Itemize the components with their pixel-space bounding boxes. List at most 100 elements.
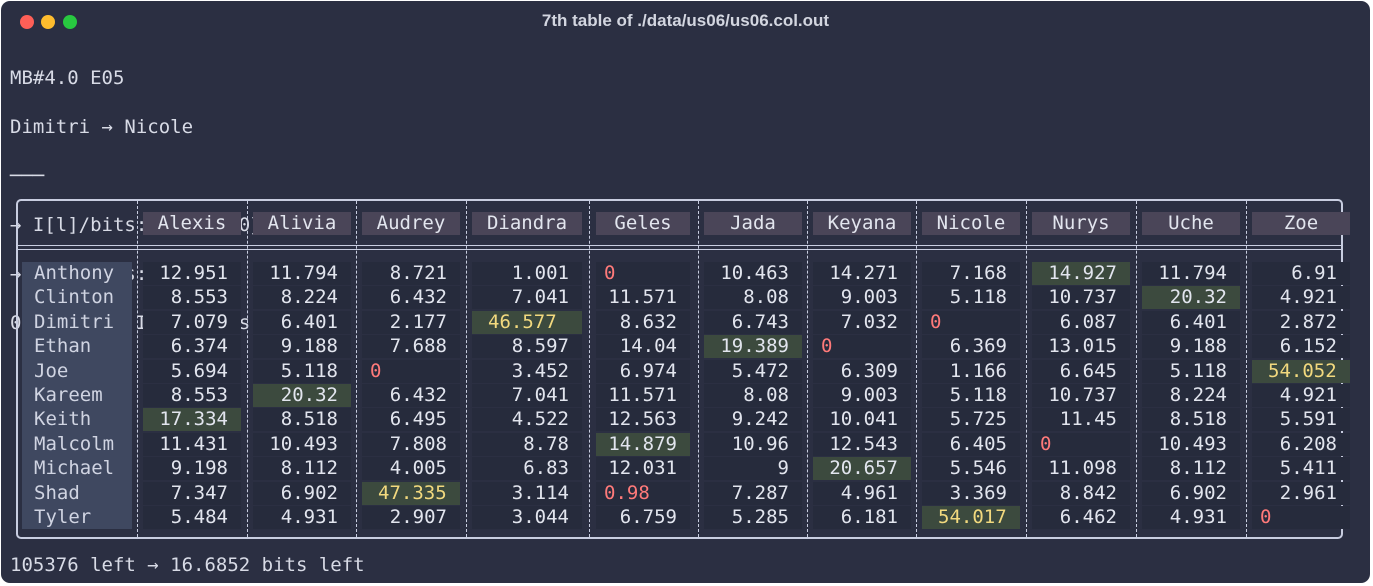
table-cell: 2.872 [1252,311,1350,334]
column-separator [916,201,917,537]
column-separator [137,201,138,537]
table-cell: 10.737 [1032,384,1130,407]
table-cell: 3.369 [922,482,1020,505]
table-cell: 9.188 [253,335,351,358]
table-cell: 14.04 [596,335,690,358]
table-cell: 3.452 [472,360,582,383]
table-cell: 0 [362,360,460,383]
table-cell: 12.563 [596,408,690,431]
table-cell: 8.08 [704,384,802,407]
title-bar: 7th table of ./data/us06/us06.col.out [1,1,1370,41]
table-cell: 0 [596,262,690,285]
table-cell: 8.78 [472,433,582,456]
row-label-column [22,262,132,529]
table-cell: 6.152 [1252,335,1350,358]
column-separator [698,201,699,537]
separator-line: ─── [10,164,45,187]
table-cell: 8.842 [1032,482,1130,505]
column-header: Geles [596,212,690,235]
column-header: Diandra [472,212,582,235]
table-cell: 9.188 [1142,335,1240,358]
table-cell: 8.518 [1142,408,1240,431]
column-separator [1246,201,1247,537]
table-cell: 11.571 [596,286,690,309]
pair-line: Dimitri → Nicole [10,115,194,138]
table-cell: 4.961 [813,482,911,505]
footer-status: 105376 left → 16.6852 bits left [10,554,365,576]
table-cell: 2.177 [362,311,460,334]
table-cell: 5.285 [704,506,802,529]
table-cell: 4.931 [253,506,351,529]
table-cell: 8.224 [1142,384,1240,407]
table-cell: 5.472 [704,360,802,383]
column-header: Jada [704,212,802,235]
table-cell: 5.118 [922,384,1020,407]
table-cell: 9 [704,457,802,480]
table-cell: 3.114 [472,482,582,505]
table-cell: 8.112 [253,457,351,480]
table-cell: 6.91 [1252,262,1350,285]
table-cell: 20.657 [813,457,911,480]
column-header: Nurys [1032,212,1130,235]
table-cell: 7.808 [362,433,460,456]
table-cell: 7.688 [362,335,460,358]
table-cell: 9.003 [813,384,911,407]
row-label: Dimitri [34,311,115,333]
table-cell: 12.543 [813,433,911,456]
table-cell: 6.181 [813,506,911,529]
table-cell: 8.112 [1142,457,1240,480]
column-separator [807,201,808,537]
table-cell: 7.287 [704,482,802,505]
window-title: 7th table of ./data/us06/us06.col.out [541,11,830,30]
table-cell: 5.118 [253,360,351,383]
table-cell: 8.632 [596,311,690,334]
table-cell: 7.168 [922,262,1020,285]
table-cell: 6.83 [472,457,582,480]
table-cell: 5.484 [143,506,241,529]
column-separator [1136,201,1137,537]
table-cell: 8.518 [253,408,351,431]
row-label: Joe [34,360,69,382]
table-cell: 6.432 [362,286,460,309]
column-header: Alexis [143,212,241,235]
header-divider-top [17,245,1342,246]
table-cell: 14.271 [813,262,911,285]
close-window-button[interactable] [20,15,34,29]
table-cell: 6.369 [922,335,1020,358]
table-cell: 6.902 [1142,482,1240,505]
table-cell: 6.902 [253,482,351,505]
column-separator [247,201,248,537]
table-cell: 20.32 [253,384,351,407]
row-label: Kareem [34,384,103,406]
table-cell: 5.591 [1252,408,1350,431]
column-separator [466,201,467,537]
table-cell: 6.432 [362,384,460,407]
table-cell: 0 [922,311,1020,334]
table-cell: 5.411 [1252,457,1350,480]
table-cell: 46.577 [472,311,582,334]
table-cell: 10.463 [704,262,802,285]
table-cell: 8.597 [472,335,582,358]
table-cell: 11.098 [1032,457,1130,480]
table-cell: 5.725 [922,408,1020,431]
table-cell: 10.041 [813,408,911,431]
column-header: Nicole [922,212,1020,235]
table-cell: 9.242 [704,408,802,431]
table-cell: 6.645 [1032,360,1130,383]
table-cell: 1.001 [472,262,582,285]
table-cell: 6.743 [704,311,802,334]
minimize-window-button[interactable] [41,15,55,29]
table-cell: 14.927 [1032,262,1130,285]
table-cell: 7.041 [472,384,582,407]
table-cell: 8.721 [362,262,460,285]
table-cell: 0 [813,335,911,358]
table-cell: 4.522 [472,408,582,431]
table-cell: 6.462 [1032,506,1130,529]
table-cell: 19.389 [704,335,802,358]
row-label: Malcolm [34,433,115,455]
table-cell: 12.031 [596,457,690,480]
table-cell: 3.044 [472,506,582,529]
zoom-window-button[interactable] [63,15,77,29]
table-cell: 10.493 [1142,433,1240,456]
header-divider-bottom [17,249,1342,250]
